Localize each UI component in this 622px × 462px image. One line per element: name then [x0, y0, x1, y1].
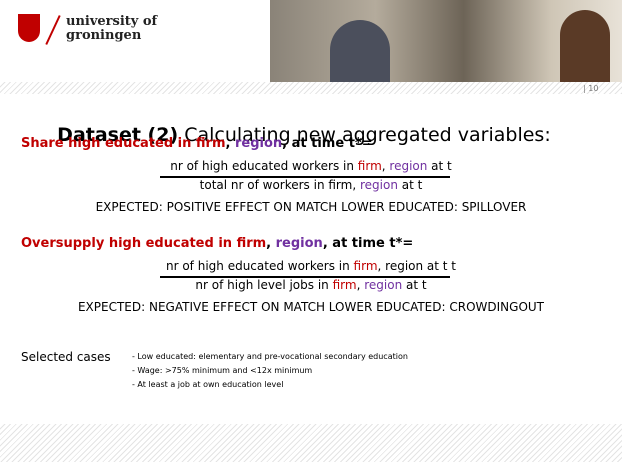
page-number: | 10: [583, 84, 599, 93]
text-segment: , at time t*=: [282, 136, 373, 151]
title-rest: Calculating new aggregated variables:: [178, 124, 551, 146]
title-bold: Dataset (2): [57, 124, 179, 146]
text-segment: Share high educated in firm: [21, 136, 226, 151]
text-segment: ,: [381, 159, 390, 173]
fraction-line: [160, 276, 450, 278]
text-segment: nr of high educated workers in: [170, 159, 358, 173]
fraction-line: [160, 176, 450, 178]
person: [330, 20, 390, 82]
text-segment: Oversupply high educated in firm: [21, 236, 267, 251]
expected: EXPECTED: NEGATIVE EFFECT ON MATCH LOWER…: [77, 300, 545, 314]
hatch-band: [0, 424, 622, 462]
selected-label: Selected cases: [21, 350, 111, 364]
selected-item: - Low educated: elementary and pre-vocat…: [132, 352, 408, 361]
text-segment: nr of high level jobs in: [195, 278, 333, 292]
logo-shield: [18, 14, 40, 42]
text-segment: firm: [357, 159, 382, 173]
numerator: nr of high educated workers in firm, reg…: [0, 159, 622, 173]
text-segment: region: [359, 178, 398, 192]
numerator: nr of high educated workers in firm, reg…: [0, 259, 622, 273]
text-segment: firm: [332, 278, 357, 292]
expected: EXPECTED: POSITIVE EFFECT ON MATCH LOWER…: [95, 200, 527, 214]
text-segment: total nr of workers in firm,: [199, 178, 360, 192]
selected-item: - Wage: >75% minimum and <12x minimum: [132, 366, 313, 375]
text-segment: at t: [402, 278, 427, 292]
denominator: nr of high level jobs in firm, region at…: [0, 278, 622, 292]
logo-text: groningen: [66, 28, 142, 43]
heading: Share high educated in firm, region, at …: [21, 136, 373, 151]
text-segment: firm: [353, 259, 378, 273]
text-segment: at t: [427, 159, 452, 173]
heading: Oversupply high educated in firm, region…: [21, 236, 413, 251]
logo-text: university of: [66, 14, 158, 29]
text-segment: , region at t t: [377, 259, 457, 273]
slide-title: Dataset (2) Calculating new aggregated v…: [33, 102, 551, 168]
denominator: total nr of workers in firm, region at t: [0, 178, 622, 192]
text-segment: ,: [356, 278, 365, 292]
text-segment: region: [275, 236, 323, 251]
text-segment: region: [234, 136, 283, 151]
text-segment: at t: [397, 178, 423, 192]
text-segment: region: [389, 159, 428, 173]
text-segment: ,: [266, 236, 276, 251]
logo-slash: [45, 15, 61, 45]
selected-item: - At least a job at own education level: [132, 380, 284, 389]
text-segment: nr of high educated workers in: [165, 259, 354, 273]
text-segment: region: [364, 278, 403, 292]
text-segment: ,: [225, 136, 235, 151]
text-segment: , at time t*=: [322, 236, 414, 251]
person: [560, 10, 610, 82]
hatch-band: [0, 82, 622, 94]
